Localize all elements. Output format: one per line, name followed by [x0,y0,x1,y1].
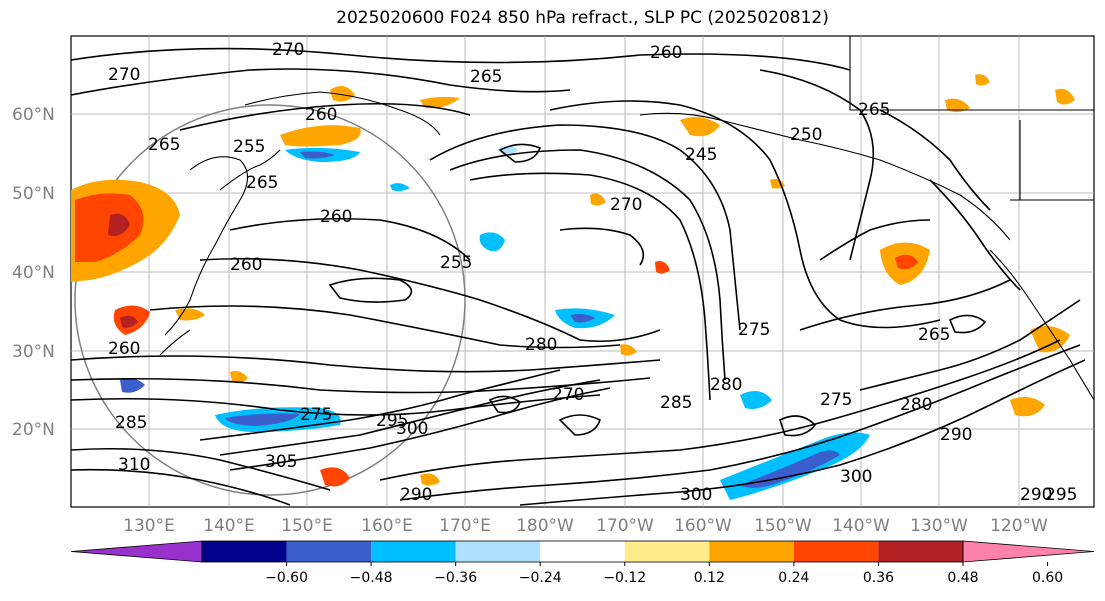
colorbar-segment [371,541,456,562]
contour-label: 295 [376,411,408,431]
colorbar-tick-label: 0.48 [947,570,978,586]
contour-label: 280 [525,335,557,355]
contour-label: 300 [396,419,428,439]
contour-label: 260 [650,43,682,63]
lon-label: 130°E [123,516,175,536]
lat-label-60n: 60°N [12,105,55,125]
contour-label: 260 [305,105,337,125]
contour-label: 255 [440,253,472,273]
contour-label: 305 [265,452,297,472]
contour-label: 285 [660,393,692,413]
lon-label: 160°W [674,516,732,536]
lon-label: 140°E [203,516,255,536]
contour-label: 310 [118,455,150,475]
range-circle [74,104,466,496]
contour-label: 260 [320,207,352,227]
colorbar-segment [286,541,372,562]
colorbar-tick-label: 0.36 [863,570,894,586]
contour-label: 295 [1045,485,1077,505]
contour-label: 265 [918,325,950,345]
colorbar-segment [624,541,710,562]
map-title: 2025020600 F024 850 hPa refract., SLP PC… [336,8,829,28]
colorbar-segment [878,541,963,562]
contour-label: 255 [233,137,265,157]
colorbar-segment [709,541,794,562]
lon-label: 170°W [596,516,654,536]
colorbar-tick-label: 0.12 [694,570,725,586]
lat-label-20n: 20°N [12,420,55,440]
lon-label: 160°E [361,516,413,536]
contour-label: 270 [610,195,642,215]
lon-label: 130°W [910,516,968,536]
colorbar-extend-low [70,540,203,563]
colorbar-tick-label: −0.60 [265,570,308,586]
contour-label: 290 [400,485,432,505]
contour-label: 270 [272,40,304,60]
lon-label: 150°W [754,516,812,536]
colorbar-segment [540,541,625,562]
colorbar-segment [202,541,287,562]
lon-label: 180°W [516,516,574,536]
contour-label: 250 [790,125,822,145]
contour-label: 270 [108,65,140,85]
lat-label-50n: 50°N [12,184,55,204]
colorbar-tick-label: 0.60 [1032,570,1063,586]
colorbar-tick-label: −0.48 [350,570,393,586]
lat-label-30n: 30°N [12,342,55,362]
colorbar-segment [793,541,879,562]
refractivity-contours [70,47,1086,506]
contour-label: 260 [108,339,140,359]
contour-label: 285 [115,413,147,433]
colorbar-tick-label: −0.12 [603,570,646,586]
contour-label-group: 270 260 265 270 265 260 255 250 245 265 … [108,40,1077,505]
map-panel: 270 260 265 270 265 260 255 250 245 265 … [70,35,1095,508]
lon-label: 120°W [990,516,1048,536]
contour-label: 275 [820,390,852,410]
colorbar: −0.60 −0.48 −0.36 −0.24 −0.12 0.12 0.24 0.36 0.4… [70,540,1095,586]
lon-label: 150°E [281,516,333,536]
contour-label: 260 [230,255,262,275]
contour-label: 265 [470,67,502,87]
contour-label: 265 [246,173,278,193]
contour-label: 265 [858,100,890,120]
longitude-labels: 130°E 140°E 150°E 160°E 170°E 180°W 170°… [123,516,1048,536]
lat-label-40n: 40°N [12,263,55,283]
colorbar-tick-label: 0.24 [778,570,809,586]
contour-label: 280 [900,395,932,415]
colorbar-segment [455,541,541,562]
lon-label: 140°W [832,516,890,536]
contour-label: 275 [300,405,332,425]
contour-label: 270 [552,385,584,405]
contour-label: 290 [940,425,972,445]
contour-label: 265 [148,135,180,155]
contour-label: 300 [680,485,712,505]
contour-label: 300 [840,467,872,487]
colorbar-tick-label: −0.36 [434,570,477,586]
contour-label: 245 [685,145,717,165]
contour-label: 275 [738,320,770,340]
colorbar-extend-high [962,540,1095,563]
contour-label: 290 [1020,485,1052,505]
refractivity-shading [71,74,1075,500]
lon-label: 170°E [439,516,491,536]
latitude-labels: 60°N 50°N 40°N 30°N 20°N [12,105,55,440]
contour-label: 280 [710,375,742,395]
colorbar-tick-label: −0.24 [519,570,562,586]
colorbar-outline [201,540,964,563]
coastlines [159,36,1095,401]
